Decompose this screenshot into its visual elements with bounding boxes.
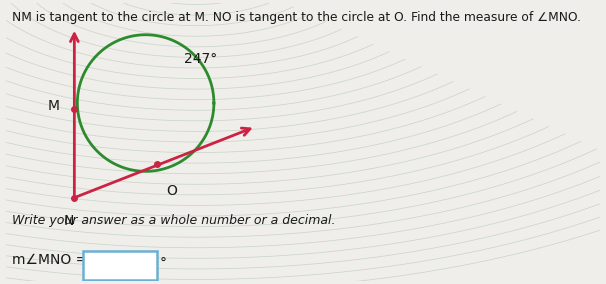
Text: N: N bbox=[63, 214, 73, 228]
Text: NM is tangent to the circle at M. NO is tangent to the circle at O. Find the mea: NM is tangent to the circle at M. NO is … bbox=[12, 11, 581, 24]
Text: O: O bbox=[167, 184, 178, 198]
Text: m∠MNO =: m∠MNO = bbox=[12, 253, 87, 267]
Text: Write your answer as a whole number or a decimal.: Write your answer as a whole number or a… bbox=[12, 214, 336, 227]
FancyBboxPatch shape bbox=[83, 250, 158, 280]
Text: M: M bbox=[47, 99, 59, 113]
Text: 247°: 247° bbox=[184, 51, 218, 66]
Text: °: ° bbox=[159, 257, 166, 271]
